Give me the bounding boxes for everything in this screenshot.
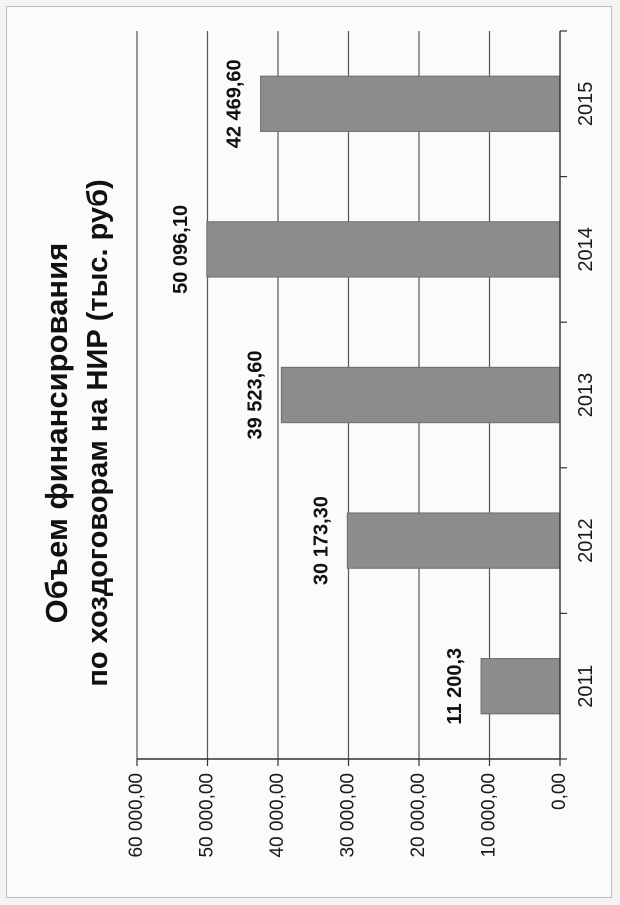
x-tick-label: 2014	[575, 227, 597, 272]
chart-frame: 0,00 10 000,00 20 000,00 30 000,00 40 000,00…	[6, 6, 612, 898]
y-tick-label: 60 000,00	[126, 773, 147, 858]
y-tick-label: 30 000,00	[338, 773, 359, 858]
bar	[261, 76, 560, 131]
bar	[281, 367, 560, 422]
data-label: 11 200,3	[444, 648, 466, 725]
data-label: 30 173,30	[310, 496, 332, 585]
y-tick-label: 0,00	[549, 773, 570, 810]
bar	[207, 222, 560, 277]
bar	[481, 659, 560, 714]
x-tick-label: 2012	[575, 518, 597, 563]
bar-chart: 0,00 10 000,00 20 000,00 30 000,00 40 000,00…	[7, 7, 613, 899]
y-tick-label: 50 000,00	[197, 773, 218, 858]
x-tick-label: 2015	[575, 82, 597, 127]
x-tick-label: 2013	[575, 373, 597, 418]
axes: 0,00 10 000,00 20 000,00 30 000,00 40 000,00…	[126, 31, 597, 858]
chart-subtitle: по хоздоговорам на НИР (тыс. руб)	[82, 179, 114, 686]
y-tick-label: 40 000,00	[267, 773, 288, 858]
data-label: 42 469,60	[224, 59, 246, 148]
x-tick-label: 2011	[575, 665, 597, 708]
chart-title: Объем финансирования	[39, 243, 74, 624]
y-tick-label: 10 000,00	[479, 773, 500, 858]
bar	[347, 513, 560, 568]
data-label: 39 523,60	[244, 351, 266, 440]
y-tick-label: 20 000,00	[408, 773, 429, 858]
data-label: 50 096,10	[170, 205, 192, 294]
